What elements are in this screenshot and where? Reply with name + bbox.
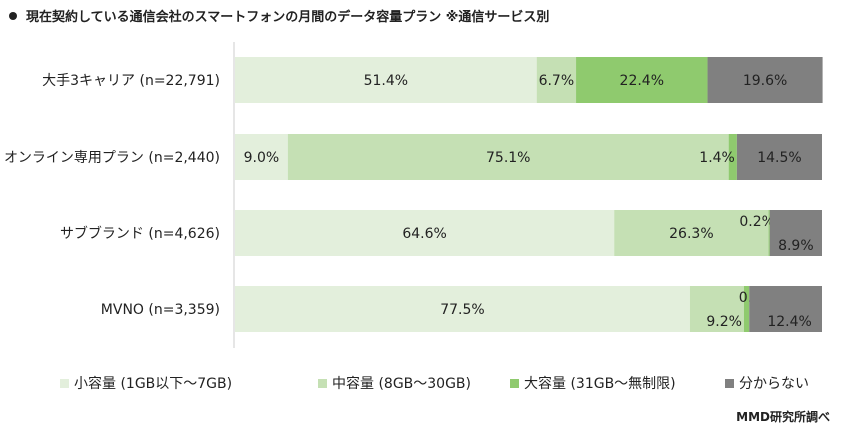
data-label: 77.5%	[440, 302, 484, 318]
bar-segment-medium	[536, 57, 577, 103]
bar-segment-small	[235, 134, 288, 180]
legend-swatch-medium	[318, 379, 327, 388]
legend-label-large: 大容量 (31GB～無制限)	[524, 375, 676, 392]
chart-title: 現在契約している通信会社のスマートフォンの月間のデータ容量プラン ※通信サービス…	[26, 9, 549, 25]
data-label: 75.1%	[486, 150, 530, 166]
data-label: 9.2%	[706, 314, 742, 330]
bar-segment-medium	[689, 286, 744, 332]
category-labels: 大手3キャリア (n=22,791) オンライン専用プラン (n=2,440) サブ…	[4, 73, 220, 318]
data-label: 6.7%	[539, 73, 575, 89]
data-label: 12.4%	[767, 314, 811, 330]
legend-label-unknown: 分からない	[739, 376, 809, 392]
data-label: 22.4%	[620, 73, 664, 89]
data-label: 1.4%	[699, 150, 735, 166]
category-label: オンライン専用プラン (n=2,440)	[4, 150, 220, 166]
data-label: 19.6%	[743, 73, 787, 89]
legend-swatch-unknown	[725, 379, 734, 388]
data-label: 14.5%	[757, 150, 801, 166]
legend: 小容量 (1GB以下～7GB) 中容量 (8GB～30GB) 大容量 (31GB～無…	[60, 375, 809, 392]
legend-swatch-large	[510, 379, 519, 388]
data-label: 9.0%	[244, 150, 280, 166]
bar-segment-small	[235, 57, 537, 103]
legend-swatch-small	[60, 379, 69, 388]
data-label: 8.9%	[778, 238, 814, 254]
bars-layer: 51.4% 6.7% 22.4% 19.6% 9.0% 75.1% 1.4% 14.5% 64.…	[235, 57, 823, 332]
bar-segment-large	[768, 210, 770, 256]
bar-segment-unknown	[736, 134, 822, 180]
bar-segment-unknown	[707, 57, 823, 103]
bar-segment-unknown	[769, 210, 822, 256]
title-bullet-icon	[9, 12, 17, 20]
category-label: 大手3キャリア (n=22,791)	[42, 73, 220, 89]
bar-segment-medium	[287, 134, 729, 180]
data-label: 51.4%	[364, 73, 408, 89]
legend-label-small: 小容量 (1GB以下～7GB)	[74, 375, 232, 392]
bar-segment-large	[728, 134, 737, 180]
bar-segment-small	[235, 210, 615, 256]
bar-segment-unknown	[749, 286, 822, 332]
category-label: サブブランド (n=4,626)	[60, 225, 220, 242]
bar-segment-large	[576, 57, 708, 103]
source-note: MMD研究所調べ	[736, 409, 830, 424]
data-label: 0.2%	[739, 214, 775, 230]
data-label: 26.3%	[669, 226, 713, 242]
data-label: 64.6%	[402, 226, 446, 242]
legend-label-medium: 中容量 (8GB～30GB)	[332, 375, 471, 392]
bar-segment-small	[235, 286, 690, 332]
bar-segment-large	[743, 286, 750, 332]
category-label: MVNO (n=3,359)	[101, 302, 220, 318]
bar-segment-medium	[614, 210, 769, 256]
